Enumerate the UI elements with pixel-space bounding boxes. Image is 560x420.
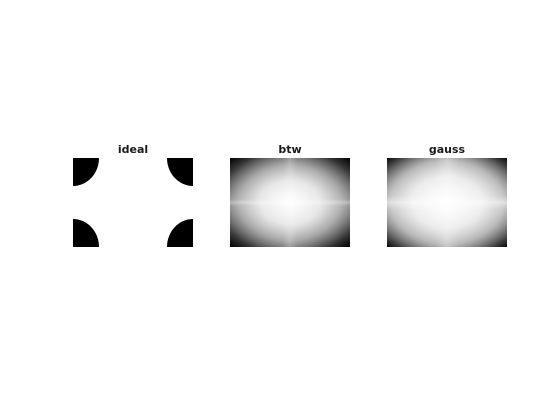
ideal-filter-image [73,158,193,247]
corner-bottom-right [167,219,193,247]
corner-bottom-left [73,219,99,247]
panel-ideal [73,158,193,247]
panel-btw [230,158,350,247]
panel-title-gauss: gauss [428,143,466,156]
corner-top-left [73,158,99,186]
btw-filter-image [230,158,350,247]
corner-top-right [167,158,193,186]
gauss-filter-image [387,158,507,247]
panel-gauss [387,158,507,247]
panel-title-btw: btw [278,143,302,156]
panel-title-ideal: ideal [117,143,149,156]
